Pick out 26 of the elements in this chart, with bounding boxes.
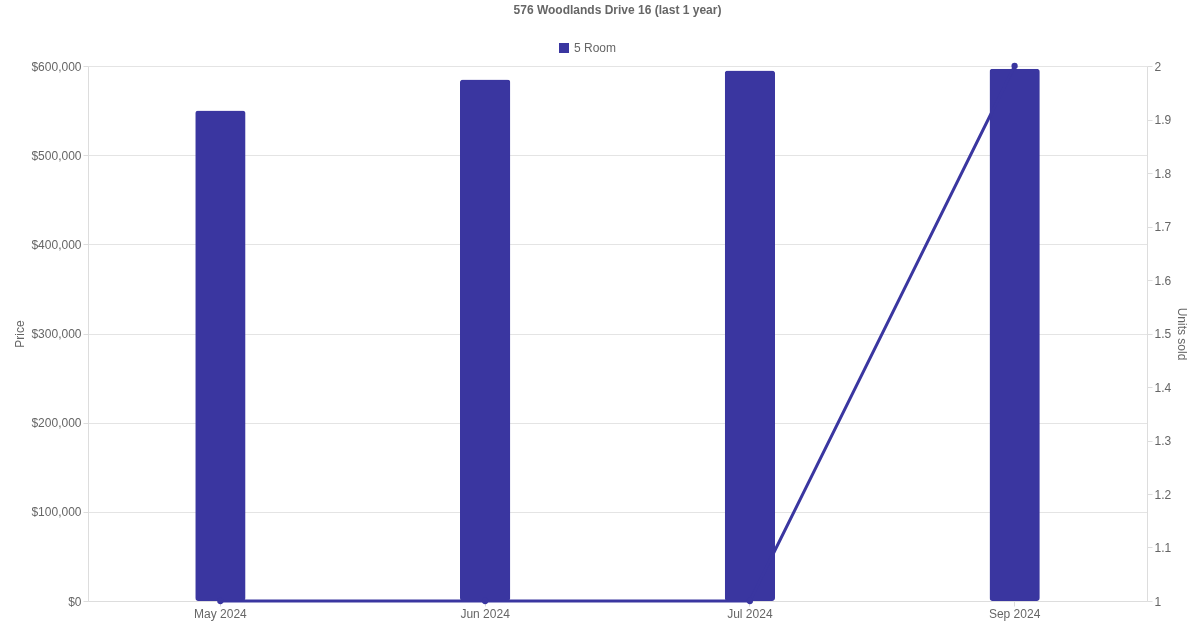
y-tick-label: $500,000 (31, 148, 82, 163)
y2-tick-label: 1.4 (1154, 380, 1172, 395)
x-tick-label: Jun 2024 (460, 606, 511, 621)
y2-axis-title: Units sold (1175, 307, 1190, 361)
y2-tick-label: 1.7 (1154, 220, 1172, 234)
legend-label: 5 Room (574, 41, 617, 55)
y-tick-label: $0 (68, 594, 82, 609)
y-tick-label: $400,000 (31, 237, 82, 252)
y-axis-title: Price (13, 320, 28, 348)
y2-tick-label: 1.2 (1154, 487, 1172, 502)
x-tick-label: May 2024 (194, 606, 248, 621)
y2-tick-label: 1 (1154, 594, 1162, 609)
y-tick-label: $600,000 (31, 59, 82, 74)
chart-title: 576 Woodlands Drive 16 (last 1 year) (513, 3, 722, 17)
y2-tick-label: 1.6 (1154, 273, 1172, 288)
y-tick-label: $200,000 (31, 416, 82, 431)
y-tick-label: $300,000 (31, 327, 82, 341)
y2-tick-label: 1.1 (1154, 541, 1172, 555)
x-tick-label: Sep 2024 (988, 606, 1041, 621)
y2-tick-label: 1.8 (1154, 166, 1172, 181)
y2-tick-label: 1.9 (1154, 113, 1172, 127)
x-tick-label: Jul 2024 (727, 606, 773, 621)
y2-tick-label: 1.5 (1154, 327, 1172, 341)
y-tick-label: $100,000 (31, 505, 82, 520)
y2-tick-label: 2 (1154, 59, 1162, 74)
y2-tick-label: 1.3 (1154, 434, 1172, 448)
